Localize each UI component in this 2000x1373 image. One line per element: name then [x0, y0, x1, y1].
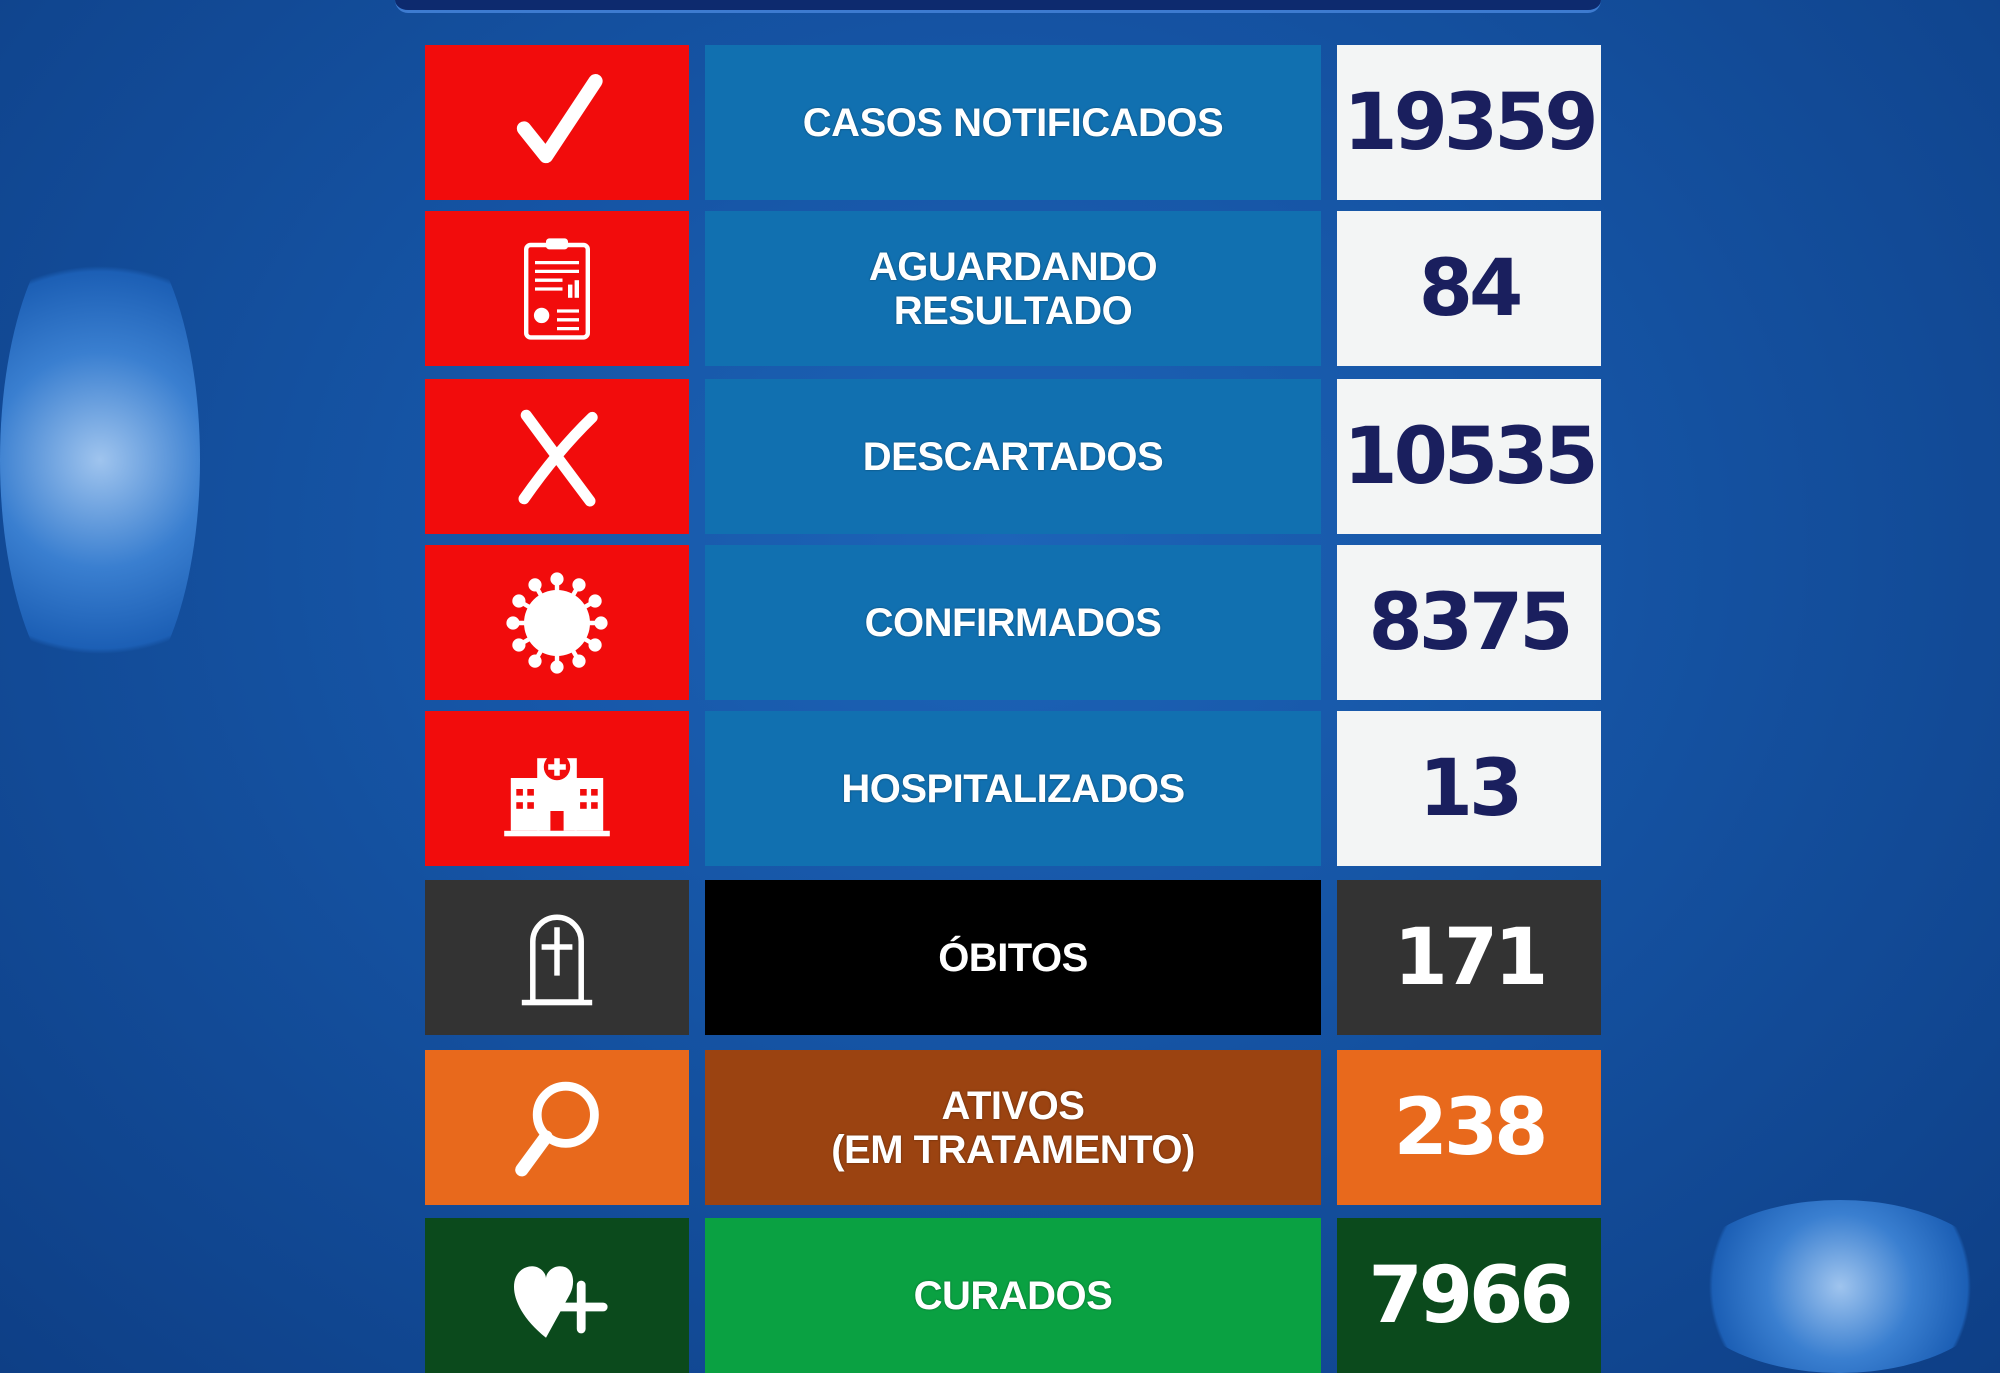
- x-icon: [502, 402, 612, 512]
- stat-icon-cell: [425, 880, 689, 1035]
- stat-label: AGUARDANDO RESULTADO: [705, 211, 1321, 366]
- virus-decoration-right: [1680, 1200, 2000, 1373]
- stat-label: CASOS NOTIFICADOS: [705, 45, 1321, 200]
- stat-label: HOSPITALIZADOS: [705, 711, 1321, 866]
- stat-icon-cell: [425, 545, 689, 700]
- virus-decoration-left: [0, 210, 200, 710]
- stat-icon-cell: [425, 711, 689, 866]
- stat-row: ÓBITOS 171: [425, 880, 1601, 1035]
- clipboard-report-icon: [502, 234, 612, 344]
- stat-icon-cell: [425, 211, 689, 366]
- stat-label: ÓBITOS: [705, 880, 1321, 1035]
- stat-value: 238: [1337, 1050, 1601, 1205]
- stat-value: 19359: [1337, 45, 1601, 200]
- stat-row: CONFIRMADOS 8375: [425, 545, 1601, 700]
- stat-icon-cell: [425, 1218, 689, 1373]
- stat-row: AGUARDANDO RESULTADO 84: [425, 211, 1601, 366]
- stat-row: DESCARTADOS 10535: [425, 379, 1601, 534]
- stat-row: ATIVOS (EM TRATAMENTO) 238: [425, 1050, 1601, 1205]
- stat-value: 8375: [1337, 545, 1601, 700]
- stat-row: CASOS NOTIFICADOS 19359: [425, 45, 1601, 200]
- virus-icon: [502, 568, 612, 678]
- stat-row: HOSPITALIZADOS 13: [425, 711, 1601, 866]
- tombstone-icon: [502, 903, 612, 1013]
- stat-value: 84: [1337, 211, 1601, 366]
- stat-label: CURADOS: [705, 1218, 1321, 1373]
- stat-row: CURADOS 7966: [425, 1218, 1601, 1373]
- header-banner: [395, 0, 1601, 13]
- hospital-icon: [502, 734, 612, 844]
- check-icon: [502, 68, 612, 178]
- stat-label: ATIVOS (EM TRATAMENTO): [705, 1050, 1321, 1205]
- magnifier-icon: [502, 1073, 612, 1183]
- stat-value: 13: [1337, 711, 1601, 866]
- stat-label: CONFIRMADOS: [705, 545, 1321, 700]
- stat-icon-cell: [425, 45, 689, 200]
- stat-icon-cell: [425, 379, 689, 534]
- stat-value: 7966: [1337, 1218, 1601, 1373]
- stat-icon-cell: [425, 1050, 689, 1205]
- heart-plus-icon: [502, 1241, 612, 1351]
- stat-value: 10535: [1337, 379, 1601, 534]
- stat-value: 171: [1337, 880, 1601, 1035]
- stat-label: DESCARTADOS: [705, 379, 1321, 534]
